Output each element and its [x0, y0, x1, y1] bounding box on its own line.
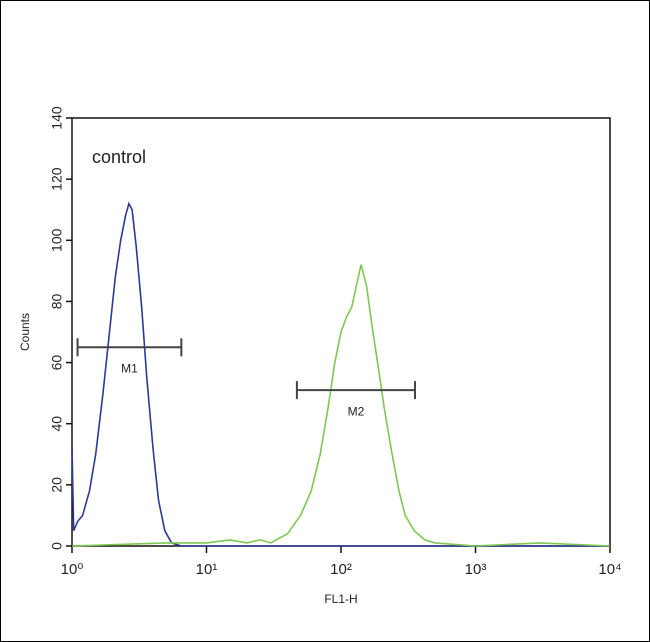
x-tick-label: 10⁴ [598, 561, 621, 578]
annotation: control [92, 147, 146, 167]
x-tick-label: 10⁰ [61, 561, 84, 578]
x-tick-label: 10² [330, 561, 352, 578]
x-axis-label: FL1-H [324, 592, 357, 606]
y-tick-label: 40 [49, 416, 65, 432]
y-axis-label: Counts [18, 313, 32, 351]
x-tick-label: 10³ [465, 561, 487, 578]
x-tick-label: 10¹ [196, 561, 218, 578]
histogram-line [71, 201, 610, 547]
histogram-line [71, 264, 611, 547]
y-tick-label: 0 [49, 542, 65, 550]
marker-label: M1 [121, 361, 138, 375]
y-tick-label: 80 [49, 293, 65, 309]
marker-label: M2 [348, 404, 365, 418]
y-tick-label: 140 [49, 106, 65, 130]
y-tick-label: 60 [49, 355, 65, 371]
y-tick-label: 20 [49, 477, 65, 493]
y-tick-label: 120 [49, 167, 65, 191]
y-tick-label: 100 [49, 228, 65, 252]
